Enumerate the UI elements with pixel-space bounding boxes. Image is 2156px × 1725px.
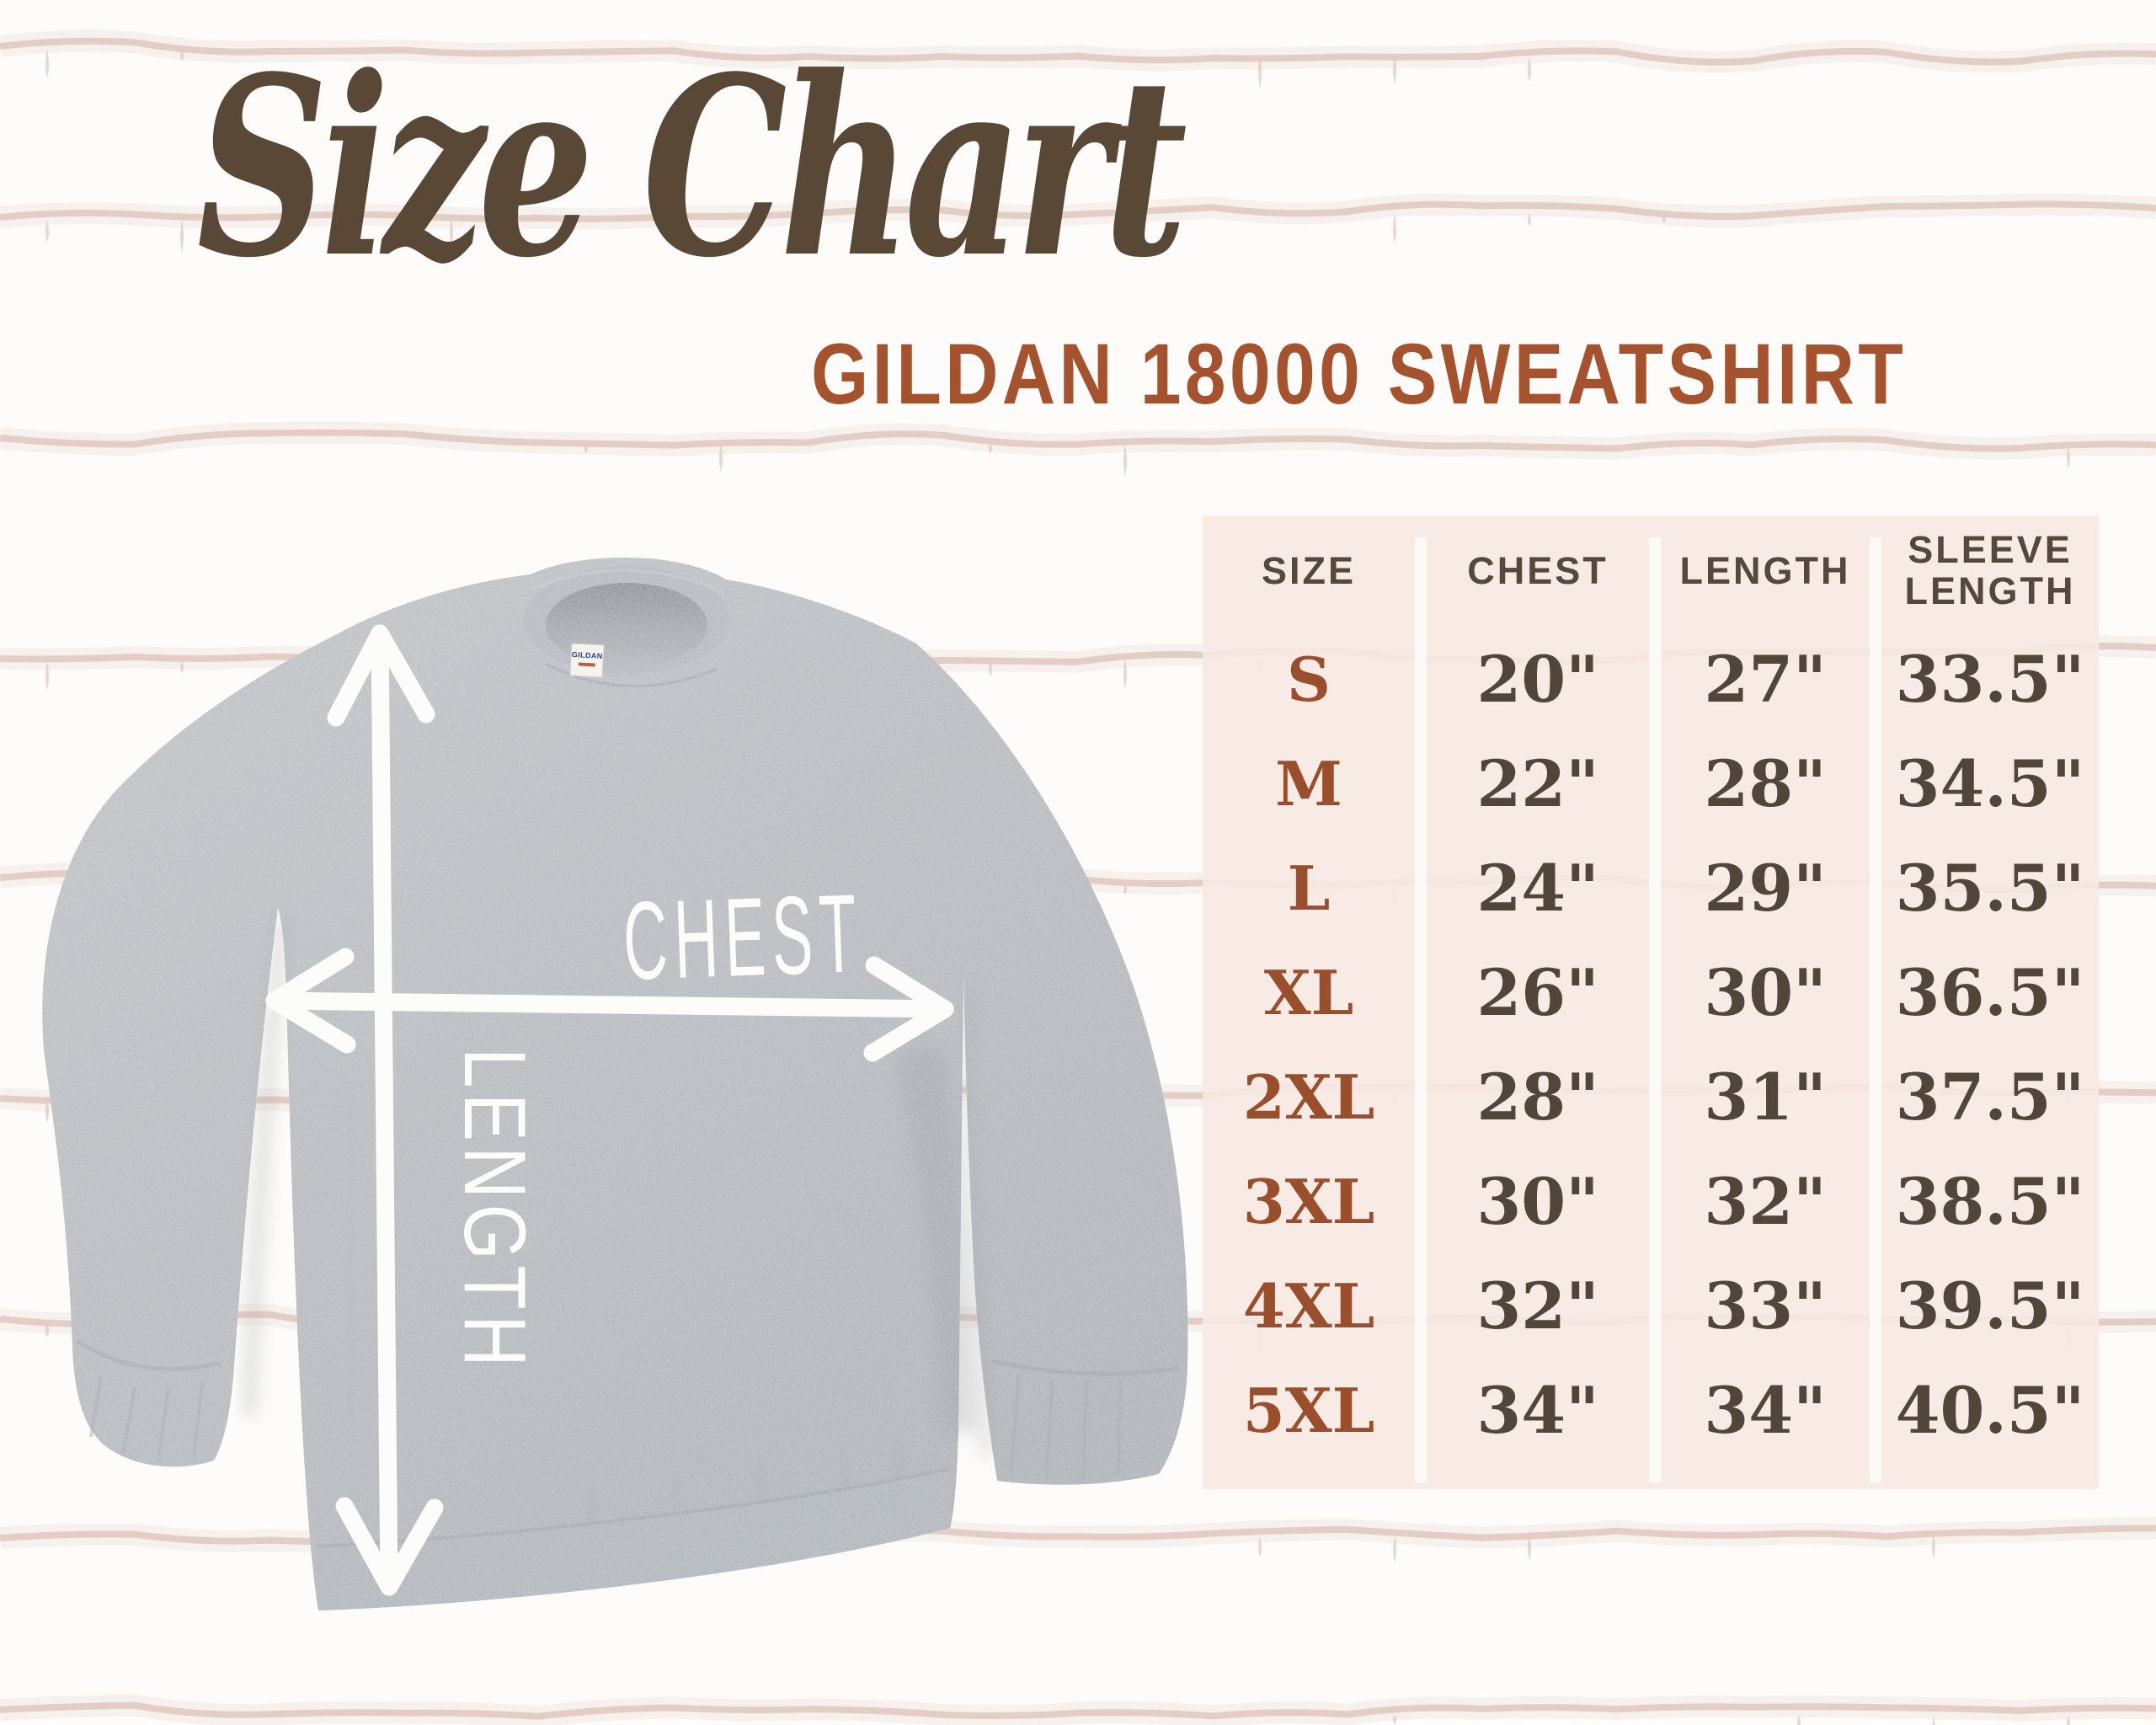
gildan-tag-text: GILDAN bbox=[572, 650, 603, 660]
chest-cell: 20" bbox=[1476, 641, 1599, 717]
chest-cell: 22" bbox=[1476, 745, 1599, 821]
sleeve-length-cell: 35.5" bbox=[1895, 850, 2085, 926]
size-cell: M bbox=[1275, 747, 1342, 820]
chest-arrow bbox=[265, 948, 954, 1062]
chest-cell: 24" bbox=[1476, 850, 1599, 926]
sleeve-length-cell: 33.5" bbox=[1895, 641, 2085, 717]
size-cell: XL bbox=[1263, 956, 1354, 1028]
column-divider bbox=[1870, 537, 1881, 1482]
col-header-size: SIZE bbox=[1261, 548, 1357, 592]
size-cell: 5XL bbox=[1242, 1374, 1375, 1446]
chest-cell: 30" bbox=[1476, 1163, 1599, 1239]
chest-label: CHEST bbox=[622, 871, 866, 1003]
length-cell: 34" bbox=[1704, 1372, 1827, 1448]
size-cell: 3XL bbox=[1242, 1165, 1375, 1237]
page-subtitle: GILDAN 18000 SWEATSHIRT bbox=[811, 326, 1908, 422]
collar-opening bbox=[546, 583, 707, 667]
page-title: Size Chart bbox=[196, 23, 1187, 312]
sleeve-length-cell: 38.5" bbox=[1895, 1163, 2085, 1239]
size-cell: L bbox=[1287, 852, 1331, 924]
column-divider bbox=[1649, 537, 1661, 1482]
sleeve-length-cell: 34.5" bbox=[1895, 745, 2085, 821]
sleeve-length-cell: 36.5" bbox=[1895, 954, 2085, 1030]
length-arrow bbox=[327, 624, 444, 1596]
length-cell: 29" bbox=[1704, 850, 1827, 926]
size-cell: 2XL bbox=[1242, 1060, 1375, 1133]
length-cell: 32" bbox=[1704, 1163, 1827, 1239]
measurement-arrows bbox=[265, 624, 954, 1596]
size-table: SIZE CHEST LENGTH SLEEVE LENGTH S 20" 27… bbox=[1203, 515, 2099, 1489]
length-label: LENGTH bbox=[446, 1048, 543, 1372]
length-cell: 27" bbox=[1704, 641, 1827, 717]
length-cell: 33" bbox=[1704, 1268, 1827, 1343]
gildan-tag: GILDAN bbox=[569, 643, 605, 678]
size-chart-panel: SIZE CHEST LENGTH SLEEVE LENGTH S 20" 27… bbox=[1203, 515, 2099, 1489]
waistband bbox=[317, 1469, 950, 1610]
column-divider bbox=[1415, 537, 1427, 1482]
sleeve-length-cell: 39.5" bbox=[1895, 1268, 2085, 1343]
chest-cell: 34" bbox=[1476, 1372, 1599, 1448]
sweatshirt-body bbox=[42, 558, 1188, 1610]
size-cell: 4XL bbox=[1242, 1269, 1375, 1342]
length-cell: 31" bbox=[1704, 1059, 1827, 1135]
length-cell: 30" bbox=[1704, 954, 1827, 1030]
sleeve-length-cell: 40.5" bbox=[1895, 1372, 2085, 1448]
size-cell: S bbox=[1287, 643, 1331, 715]
sleeve-length-cell: 37.5" bbox=[1895, 1059, 2085, 1135]
chest-cell: 26" bbox=[1476, 954, 1599, 1030]
chest-cell: 28" bbox=[1476, 1059, 1599, 1135]
chest-cell: 32" bbox=[1476, 1268, 1599, 1343]
col-header-length: LENGTH bbox=[1679, 548, 1851, 592]
length-cell: 28" bbox=[1704, 745, 1827, 821]
col-header-chest: CHEST bbox=[1467, 548, 1609, 592]
col-header-sleeve-length: SLEEVE LENGTH bbox=[1904, 528, 2076, 612]
